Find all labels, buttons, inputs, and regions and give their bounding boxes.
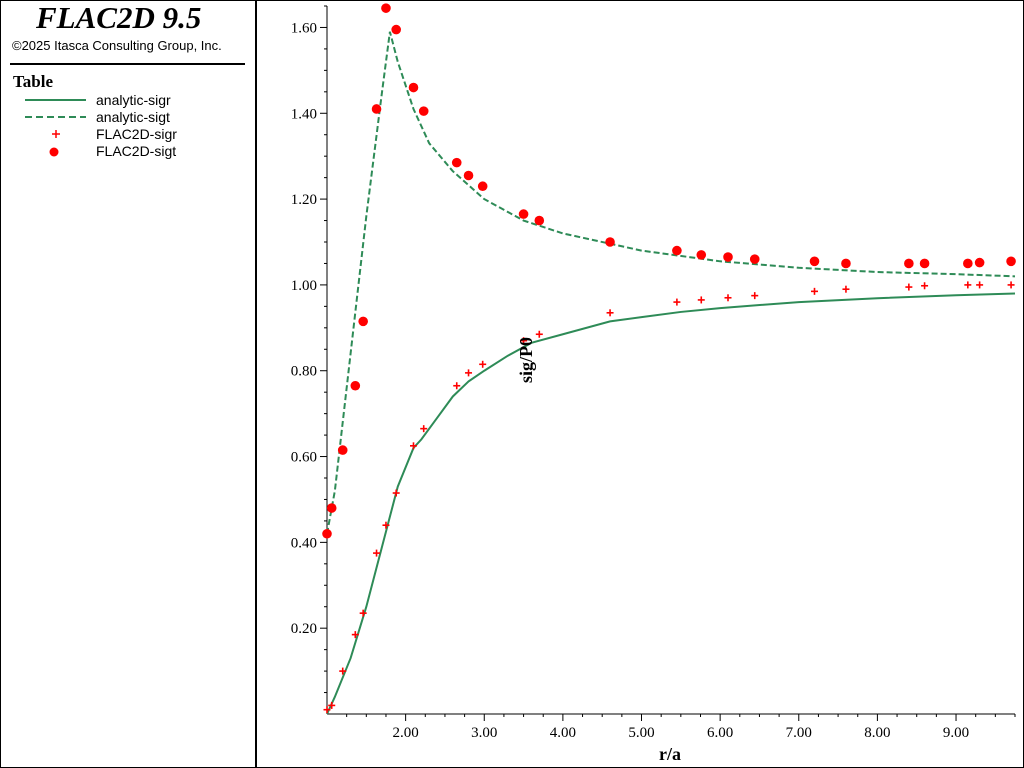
FLAC2D-sigr-point: [905, 283, 913, 291]
FLAC2D-sigr-point: [420, 425, 428, 433]
FLAC2D-sigr-point: [673, 298, 681, 306]
FLAC2D-sigr-point: [697, 296, 705, 304]
FLAC2D-sigr-point: [520, 337, 528, 345]
FLAC2D-sigr-point: [382, 521, 390, 529]
FLAC2D-sigr-point: [339, 667, 347, 675]
FLAC2D-sigt-point: [326, 503, 337, 513]
FLAC2D-sigr-point: [724, 294, 732, 302]
legend-item-flac2d-sigt: FLAC2D-sigt: [20, 143, 250, 160]
legend-dashed-line-icon: [25, 116, 86, 118]
FLAC2D-sigt-point: [518, 209, 529, 219]
x-tick-label: 5.00: [628, 725, 654, 741]
y-axis-label: sig/P0: [516, 337, 536, 383]
x-tick-label: 6.00: [707, 725, 733, 741]
FLAC2D-sigr-point: [465, 369, 473, 377]
FLAC2D-sigr-point: [392, 489, 400, 497]
legend-label: FLAC2D-sigt: [96, 143, 177, 159]
FLAC2D-sigt-point: [841, 258, 851, 269]
FLAC2D-sigt-point: [904, 258, 914, 269]
y-tick-label: 1.20: [291, 192, 317, 208]
series-analytic-sigt: [326, 31, 1016, 534]
FLAC2D-sigr-point: [409, 442, 417, 450]
chart-axes: 0.20 0.40 0.60 0.80 1.00 1.20 1.40 1.60 2.00 3.00…: [291, 5, 1016, 741]
FLAC2D-sigr-point: [1007, 281, 1015, 289]
y-tick-label: 0.20: [291, 621, 317, 637]
FLAC2D-sigt-point: [391, 24, 401, 35]
analytic-sigt-line: [326, 31, 1016, 534]
FLAC2D-sigr-point: [323, 706, 331, 714]
FLAC2D-sigr-point: [351, 631, 359, 639]
y-tick-label: 0.80: [291, 364, 317, 380]
legend-dot-icon: [49, 147, 59, 157]
x-tick-label: 7.00: [786, 725, 812, 741]
FLAC2D-sigt-point: [809, 256, 820, 267]
FLAC2D-sigt-point: [723, 252, 733, 262]
y-tick-label: 0.40: [291, 535, 317, 551]
FLAC2D-sigr-point: [964, 281, 972, 289]
series-FLAC2D-sigr: [323, 281, 1015, 714]
FLAC2D-sigt-point: [408, 82, 419, 93]
legend-item-flac2d-sigr: FLAC2D-sigr: [20, 126, 250, 143]
FLAC2D-sigr-point: [479, 360, 487, 368]
FLAC2D-sigt-point: [974, 257, 985, 268]
legend-plus-icon: [52, 130, 60, 138]
FLAC2D-sigr-point: [751, 292, 759, 300]
FLAC2D-sigr-point: [328, 701, 336, 709]
FLAC2D-sigt-point: [381, 3, 391, 13]
series-FLAC2D-sigt: [322, 3, 1016, 539]
header-rule: [10, 63, 245, 65]
FLAC2D-sigr-point: [810, 287, 818, 295]
FLAC2D-sigt-point: [322, 528, 332, 539]
FLAC2D-sigt-point: [963, 258, 973, 269]
x-axis-label: r/a: [659, 744, 681, 764]
x-tick-label: 8.00: [864, 725, 890, 741]
FLAC2D-sigr-point: [976, 281, 984, 289]
FLAC2D-sigt-point: [696, 250, 707, 260]
FLAC2D-sigt-point: [350, 380, 361, 391]
FLAC2D-sigt-point: [451, 157, 462, 168]
x-tick-label: 2.00: [393, 725, 419, 741]
legend-item-analytic-sigt: analytic-sigt: [20, 109, 250, 126]
x-tick-label: 3.00: [471, 725, 497, 741]
x-tick-label: 4.00: [550, 725, 576, 741]
FLAC2D-sigr-point: [921, 282, 929, 290]
series-analytic-sigr: [326, 292, 1016, 715]
legend-label: analytic-sigt: [96, 109, 170, 125]
panel-divider: [255, 0, 257, 768]
FLAC2D-sigt-point: [672, 245, 682, 256]
FLAC2D-sigr-point: [606, 309, 614, 317]
FLAC2D-sigt-point: [749, 254, 760, 264]
FLAC2D-sigr-point: [373, 549, 381, 557]
y-tick-label: 1.40: [291, 106, 317, 122]
y-tick-label: 1.00: [291, 278, 317, 294]
FLAC2D-sigt-point: [605, 237, 615, 247]
legend-title: Table: [13, 72, 54, 91]
FLAC2D-sigt-point: [477, 181, 488, 192]
copyright-text: ©2025 Itasca Consulting Group, Inc.: [12, 38, 222, 53]
legend-label: analytic-sigr: [96, 92, 171, 108]
FLAC2D-sigt-point: [358, 316, 368, 327]
legend-item-analytic-sigr: analytic-sigr: [20, 92, 250, 109]
FLAC2D-sigr-point: [453, 382, 461, 390]
app-title: FLAC2D 9.5: [36, 0, 202, 35]
FLAC2D-sigt-point: [371, 104, 382, 114]
y-tick-label: 1.60: [291, 20, 317, 36]
analytic-sigr-line: [326, 292, 1016, 715]
FLAC2D-sigt-point: [534, 215, 545, 226]
legend-solid-line-icon: [25, 99, 86, 101]
y-tick-label: 0.60: [291, 450, 317, 466]
chart-series: [322, 3, 1016, 715]
FLAC2D-sigr-point: [842, 285, 850, 293]
FLAC2D-sigt-point: [337, 445, 348, 455]
FLAC2D-sigr-point: [535, 330, 543, 338]
FLAC2D-sigt-point: [1006, 256, 1016, 267]
FLAC2D-sigr-point: [359, 609, 367, 617]
chart-plot-area: 0.20 0.40 0.60 0.80 1.00 1.20 1.40 1.60 2.00 3.00…: [291, 3, 1016, 764]
legend-label: FLAC2D-sigr: [96, 126, 177, 142]
FLAC2D-sigt-point: [463, 170, 474, 181]
x-tick-label: 9.00: [943, 725, 969, 741]
FLAC2D-sigt-point: [418, 106, 429, 116]
FLAC2D-sigt-point: [919, 258, 930, 269]
